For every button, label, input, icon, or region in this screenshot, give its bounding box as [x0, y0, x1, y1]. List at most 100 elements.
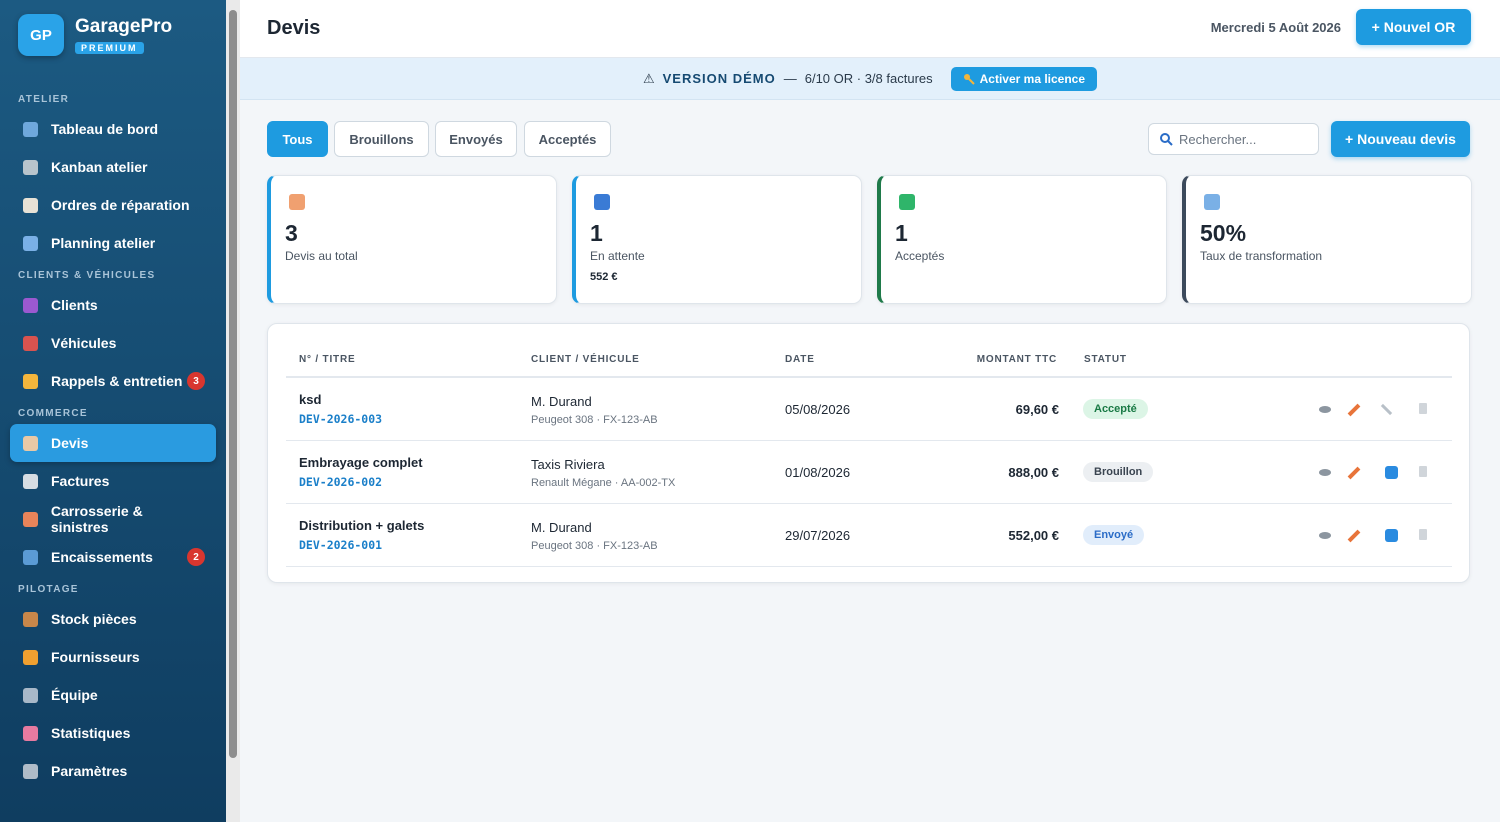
nav-item[interactable]: Ordres de réparation: [10, 186, 216, 224]
nav-label: Équipe: [51, 687, 98, 703]
sync-action[interactable]: [1385, 529, 1398, 542]
nav-item[interactable]: Factures: [10, 462, 216, 500]
view-action[interactable]: [1319, 532, 1331, 539]
delete-action[interactable]: [1419, 466, 1427, 477]
nav-label: Tableau de bord: [51, 121, 159, 137]
nav-label: Encaissements: [51, 549, 153, 565]
quote-title: ksd: [299, 392, 322, 407]
nav-icon: [23, 611, 38, 627]
nav-item[interactable]: Devis: [10, 424, 216, 462]
vehicle: Peugeot 308 · FX-123-AB: [531, 540, 658, 552]
column-header: CLIENT / VÉHICULE: [531, 354, 640, 365]
nav-item[interactable]: Tableau de bord: [10, 110, 216, 148]
delete-action[interactable]: [1419, 403, 1427, 414]
filter-tab[interactable]: Envoyés: [435, 121, 517, 157]
usage: 6/10 OR · 3/8 factures: [804, 71, 933, 86]
nav-icon: [23, 511, 38, 527]
new-quote-button[interactable]: + Nouveau devis: [1331, 121, 1470, 157]
stat-card: 50% Taux de transformation: [1182, 175, 1472, 304]
title-cell: ksd DEV-2026-003: [299, 392, 382, 426]
stat-icon: [289, 194, 305, 210]
nav-item[interactable]: Rappels & entretien 3: [10, 362, 216, 400]
header-divider: [286, 376, 1452, 378]
nav-item[interactable]: Équipe: [10, 676, 216, 714]
nav-section-title: ATELIER: [18, 94, 70, 105]
column-header: N° / TITRE: [299, 354, 356, 365]
nav-icon: [23, 473, 38, 489]
nav-item[interactable]: Encaissements 2: [10, 538, 216, 576]
delete-action[interactable]: [1419, 529, 1427, 540]
stat-icon: [899, 194, 915, 210]
date: Mercredi 5 Août 2026: [1210, 20, 1341, 35]
edit-action[interactable]: [1347, 403, 1361, 417]
nav-item[interactable]: Paramètres: [10, 752, 216, 790]
vehicle: Peugeot 308 · FX-123-AB: [531, 414, 658, 426]
nav-item[interactable]: Carrosserie & sinistres: [10, 500, 216, 538]
column-header: MONTANT TTC: [976, 354, 1057, 365]
search-icon: [1160, 132, 1173, 146]
edit-action[interactable]: [1347, 466, 1361, 480]
header: Devis Mercredi 5 Août 2026 + Nouvel OR: [240, 0, 1500, 58]
plan-badge: PREMIUM: [75, 42, 144, 54]
filter-tab[interactable]: Acceptés: [524, 121, 611, 157]
search-input[interactable]: Rechercher...: [1148, 123, 1319, 155]
stat-card: 1 Acceptés: [877, 175, 1167, 304]
quote-ref[interactable]: DEV-2026-001: [299, 538, 383, 552]
quote-ref[interactable]: DEV-2026-003: [299, 412, 383, 426]
nav-label: Stock pièces: [51, 611, 137, 627]
date: 29/07/2026: [785, 528, 851, 543]
client-name: M. Durand: [531, 394, 592, 409]
view-action[interactable]: [1319, 469, 1331, 476]
status-pill: Envoyé: [1083, 525, 1145, 545]
nav-label: Paramètres: [51, 763, 128, 779]
stat-label: Devis au total: [285, 249, 358, 263]
date: 01/08/2026: [785, 465, 851, 480]
nav-label: Carrosserie & sinistres: [50, 503, 143, 535]
quote-ref[interactable]: DEV-2026-002: [299, 475, 383, 489]
scrollbar-thumb[interactable]: [229, 10, 237, 758]
table-row: ksd DEV-2026-003 M. Durand Peugeot 308 · FX…: [286, 378, 1452, 441]
nav-item[interactable]: Planning atelier: [10, 224, 216, 262]
nav-label: Véhicules: [51, 335, 117, 351]
license-button[interactable]: Activer ma licence: [950, 66, 1098, 91]
demo-banner: ⚠ VERSION DÉMO — 6/10 OR · 3/8 factures …: [240, 58, 1500, 100]
key-icon: [963, 73, 975, 85]
amount: 552,00 €: [1008, 528, 1059, 543]
nav-label: Ordres de réparation: [51, 197, 190, 213]
client-name: M. Durand: [531, 520, 592, 535]
nav-label: Clients: [51, 297, 98, 313]
view-action[interactable]: [1319, 406, 1331, 413]
nav-icon: [23, 297, 38, 313]
edit-action[interactable]: [1347, 529, 1361, 543]
nav-item[interactable]: Clients: [10, 286, 216, 324]
nav-label: Kanban atelier: [51, 159, 148, 175]
logo[interactable]: GP: [18, 14, 64, 56]
nav-icon: [23, 435, 38, 451]
filter-tab[interactable]: Brouillons: [334, 121, 429, 157]
client-cell: M. Durand Peugeot 308 · FX-123-AB: [531, 394, 658, 426]
nav: ATELIER Tableau de bord Kanban atelier Ordr…: [0, 88, 226, 790]
nav-item[interactable]: Statistiques: [10, 714, 216, 752]
nav-item[interactable]: Fournisseurs: [10, 638, 216, 676]
nav-item[interactable]: Véhicules: [10, 324, 216, 362]
stat-card: 3 Devis au total: [267, 175, 557, 304]
nav-icon: [23, 373, 38, 389]
nav-item[interactable]: Kanban atelier: [10, 148, 216, 186]
filter-tab[interactable]: Tous: [267, 121, 328, 157]
client-name: Taxis Riviera: [531, 457, 605, 472]
stat-label: Acceptés: [895, 249, 945, 263]
nav-badge: 3: [187, 372, 205, 390]
date: 05/08/2026: [785, 402, 851, 417]
nav-icon: [23, 725, 38, 741]
nav-section-title: CLIENTS & VÉHICULES: [18, 270, 156, 281]
sync-action[interactable]: [1385, 466, 1398, 479]
nav-item[interactable]: Stock pièces: [10, 600, 216, 638]
nav-icon: [23, 335, 38, 351]
status-pill: Accepté: [1083, 399, 1148, 419]
new-or-button[interactable]: + Nouvel OR: [1356, 9, 1471, 45]
dash: —: [783, 71, 797, 86]
stat-value: 1: [590, 220, 603, 246]
nav-label: Statistiques: [51, 725, 131, 741]
wrench-action[interactable]: [1380, 403, 1393, 416]
